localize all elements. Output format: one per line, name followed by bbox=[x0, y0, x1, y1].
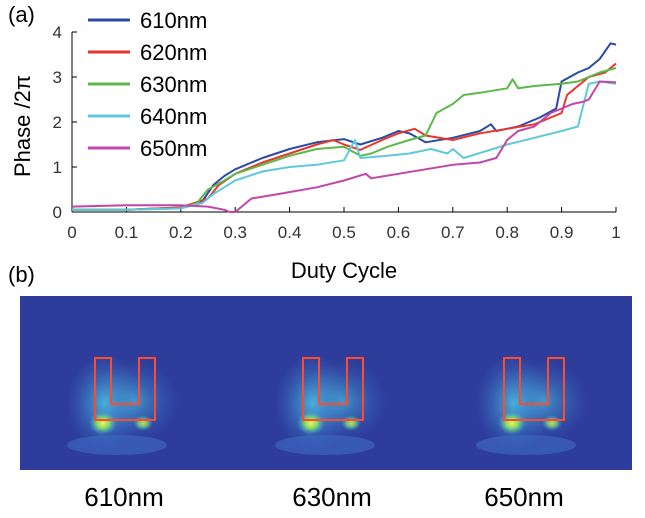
y-tick-label: 3 bbox=[53, 68, 62, 87]
y-tick-label: 0 bbox=[53, 203, 62, 222]
fieldmap-610nm bbox=[20, 296, 230, 470]
x-tick-label: 1 bbox=[611, 223, 620, 242]
x-tick-label: 0.5 bbox=[332, 223, 356, 242]
x-tick-label: 0.7 bbox=[441, 223, 465, 242]
chart-axes: 0 0.1 0.2 0.3 0.4 0.5 0.6 0.7 0.8 0.9 1 0 1 2 3 4 Duty C… bbox=[10, 23, 621, 283]
x-tick-label: 0.3 bbox=[223, 223, 247, 242]
x-tick-label: 0 bbox=[67, 223, 76, 242]
caption-630nm: 630nm bbox=[292, 482, 372, 512]
x-tick-label: 0.8 bbox=[495, 223, 519, 242]
x-tick-label: 0.2 bbox=[169, 223, 193, 242]
panel-a-label: (a) bbox=[8, 2, 35, 27]
series-line-630nm bbox=[72, 67, 617, 211]
y-tick-label: 1 bbox=[53, 158, 62, 177]
chart-lines bbox=[71, 42, 617, 213]
chart-legend: 610nm 620nm 630nm 640nm 650nm bbox=[88, 8, 207, 161]
phase-chart: 0 0.1 0.2 0.3 0.4 0.5 0.6 0.7 0.8 0.9 1 0 1 2 3 4 Duty C… bbox=[10, 8, 621, 283]
y-axis-label: Phase /2π bbox=[10, 75, 35, 177]
x-tick-label: 0.4 bbox=[278, 223, 302, 242]
panel-b-label: (b) bbox=[8, 262, 35, 287]
x-tick-label: 0.1 bbox=[115, 223, 139, 242]
legend-label-610nm: 610nm bbox=[140, 8, 207, 33]
y-tick-label: 4 bbox=[53, 23, 62, 42]
legend-label-650nm: 650nm bbox=[140, 136, 207, 161]
x-tick-label: 0.9 bbox=[550, 223, 574, 242]
legend-label-620nm: 620nm bbox=[140, 40, 207, 65]
caption-650nm: 650nm bbox=[484, 482, 564, 512]
caption-610nm: 610nm bbox=[84, 482, 164, 512]
y-tick-label: 2 bbox=[53, 113, 62, 132]
series-line-620nm bbox=[72, 62, 617, 211]
series-line-610nm bbox=[72, 42, 617, 211]
legend-label-640nm: 640nm bbox=[140, 104, 207, 129]
legend-label-630nm: 630nm bbox=[140, 72, 207, 97]
x-axis-label: Duty Cycle bbox=[291, 258, 397, 283]
fieldmap-630nm bbox=[230, 296, 436, 470]
fieldmap-650nm bbox=[436, 296, 632, 470]
x-tick-label: 0.6 bbox=[387, 223, 411, 242]
series-line-650nm bbox=[71, 80, 617, 213]
series-line-640nm bbox=[72, 80, 617, 211]
